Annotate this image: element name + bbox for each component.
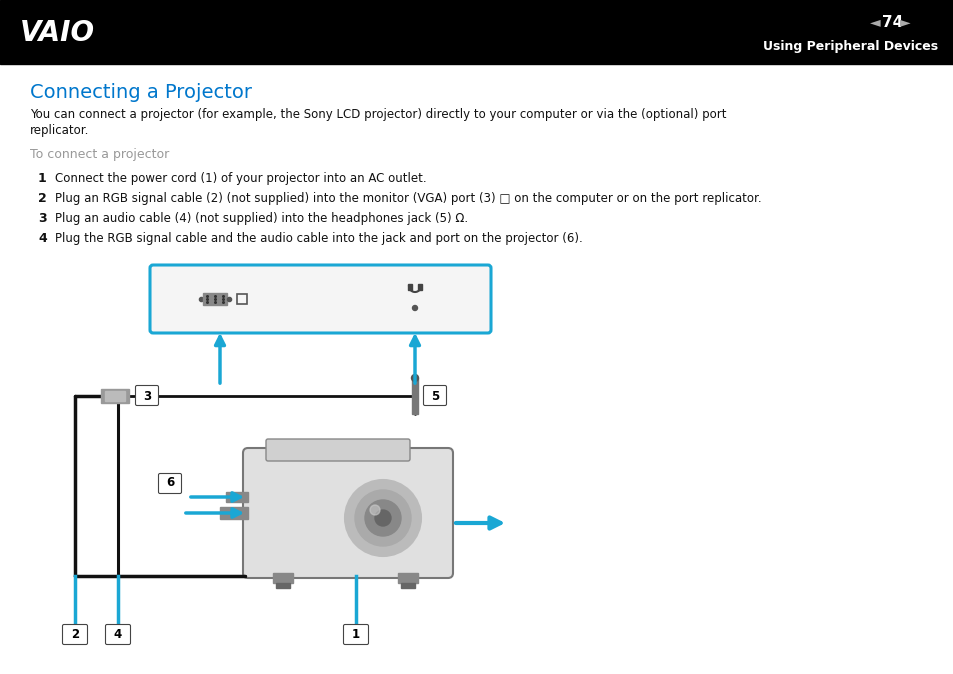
Text: replicator.: replicator.	[30, 124, 90, 137]
Circle shape	[375, 510, 391, 526]
Circle shape	[411, 375, 418, 381]
Bar	[0, 0, 953, 64]
Text: 2: 2	[38, 192, 47, 205]
Text: 1: 1	[352, 628, 359, 642]
FancyBboxPatch shape	[63, 625, 88, 644]
FancyBboxPatch shape	[343, 625, 368, 644]
Text: 74: 74	[882, 15, 902, 30]
Bar	[273, 573, 293, 583]
Text: ◄: ◄	[869, 16, 880, 30]
Text: Connecting a Projector: Connecting a Projector	[30, 83, 252, 102]
Text: Plug an audio cable (4) (not supplied) into the headphones jack (5) Ω.: Plug an audio cable (4) (not supplied) i…	[55, 212, 468, 225]
FancyBboxPatch shape	[106, 625, 131, 644]
Bar	[226, 492, 248, 502]
Text: 6: 6	[166, 477, 174, 489]
FancyBboxPatch shape	[266, 439, 410, 461]
Text: 4: 4	[113, 628, 122, 642]
Text: 5: 5	[431, 390, 438, 402]
Text: 1: 1	[38, 172, 47, 185]
Bar	[101, 389, 129, 403]
Bar	[275, 583, 290, 588]
FancyBboxPatch shape	[135, 386, 158, 406]
Text: You can connect a projector (for example, the Sony LCD projector) directly to yo: You can connect a projector (for example…	[30, 108, 726, 121]
Bar	[236, 294, 247, 304]
Text: To connect a projector: To connect a projector	[30, 148, 169, 161]
FancyBboxPatch shape	[158, 474, 181, 493]
Text: VAIO: VAIO	[20, 20, 95, 47]
Bar	[203, 293, 227, 305]
Bar	[105, 391, 125, 401]
Circle shape	[370, 505, 379, 515]
Circle shape	[412, 305, 417, 311]
FancyBboxPatch shape	[150, 265, 491, 333]
Bar	[412, 378, 417, 414]
Text: 4: 4	[38, 232, 47, 245]
Bar	[417, 284, 421, 290]
Circle shape	[345, 480, 420, 556]
Bar	[397, 573, 417, 583]
Circle shape	[365, 500, 400, 536]
Text: Using Peripheral Devices: Using Peripheral Devices	[762, 40, 937, 53]
Text: Connect the power cord (1) of your projector into an AC outlet.: Connect the power cord (1) of your proje…	[55, 172, 426, 185]
Text: Plug the RGB signal cable and the audio cable into the jack and port on the proj: Plug the RGB signal cable and the audio …	[55, 232, 582, 245]
Text: ►: ►	[899, 16, 910, 30]
FancyBboxPatch shape	[423, 386, 446, 406]
Bar	[408, 284, 412, 290]
Text: 3: 3	[38, 212, 47, 225]
Text: 3: 3	[143, 390, 151, 402]
Circle shape	[355, 490, 411, 546]
Text: 2: 2	[71, 628, 79, 642]
Bar	[220, 507, 248, 519]
Text: Plug an RGB signal cable (2) (not supplied) into the monitor (VGA) port (3) □ on: Plug an RGB signal cable (2) (not suppli…	[55, 192, 760, 205]
FancyBboxPatch shape	[243, 448, 453, 578]
Bar	[400, 583, 415, 588]
